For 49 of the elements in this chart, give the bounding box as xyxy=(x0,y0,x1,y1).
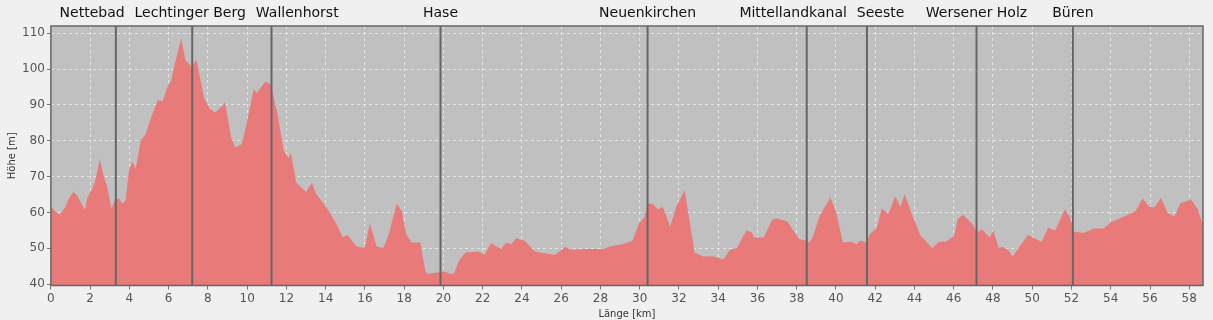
x-tick-label: 36 xyxy=(749,290,766,305)
ref-line-label: Mittellandkanal xyxy=(739,3,847,20)
y-tick-label: 110 xyxy=(22,25,45,40)
x-tick-label: 8 xyxy=(204,290,212,305)
x-tick-label: 2 xyxy=(86,290,94,305)
x-tick-label: 52 xyxy=(1063,290,1080,305)
y-tick-label: 100 xyxy=(22,61,45,76)
y-tick-label: 90 xyxy=(29,97,45,112)
x-axis-title: Länge [km] xyxy=(598,307,656,319)
x-tick-label: 16 xyxy=(357,290,373,305)
ref-line-label: Seeste xyxy=(856,3,905,20)
x-tick-label: 28 xyxy=(592,290,609,305)
y-tick-label: 40 xyxy=(29,276,45,291)
y-tick-label: 80 xyxy=(29,132,45,147)
x-tick-label: 18 xyxy=(396,290,412,305)
x-tick-label: 38 xyxy=(789,290,805,305)
x-tick-label: 4 xyxy=(125,290,134,305)
x-tick-label: 30 xyxy=(632,290,648,305)
x-tick-label: 42 xyxy=(867,290,883,305)
x-tick-label: 40 xyxy=(828,290,844,305)
x-tick-label: 10 xyxy=(239,290,255,305)
y-tick-label: 50 xyxy=(29,240,45,255)
x-tick-label: 32 xyxy=(671,290,687,305)
x-tick-label: 26 xyxy=(553,290,569,305)
x-tick-label: 44 xyxy=(906,290,923,305)
x-tick-label: 24 xyxy=(514,290,530,305)
x-tick-label: 54 xyxy=(1103,290,1119,305)
ref-line-label: Hase xyxy=(422,3,458,20)
y-axis-title: Höhe [m] xyxy=(5,132,17,180)
ref-line-label: Büren xyxy=(1052,3,1094,20)
x-tick-label: 56 xyxy=(1142,290,1158,305)
x-tick-label: 12 xyxy=(278,290,295,305)
x-tick-label: 46 xyxy=(946,290,962,305)
ref-line-label: Lechtinger Berg xyxy=(134,3,246,20)
x-tick-label: 0 xyxy=(47,290,55,305)
x-tick-label: 22 xyxy=(475,290,491,305)
x-tick-label: 20 xyxy=(435,290,452,305)
x-tick-label: 58 xyxy=(1181,290,1197,305)
x-tick-label: 6 xyxy=(164,290,173,305)
ref-line-label: Neuenkirchen xyxy=(599,3,697,20)
x-tick-label: 14 xyxy=(318,290,334,305)
ref-line-label: Nettebad xyxy=(59,3,125,20)
x-tick-label: 50 xyxy=(1024,290,1040,305)
y-tick-label: 60 xyxy=(29,204,45,219)
y-tick-label: 70 xyxy=(29,168,45,183)
x-tick-label: 34 xyxy=(710,290,726,305)
ref-line-label: Wallenhorst xyxy=(255,3,340,20)
ref-line-label: Wersener Holz xyxy=(925,3,1028,20)
x-tick-label: 48 xyxy=(985,290,1001,305)
